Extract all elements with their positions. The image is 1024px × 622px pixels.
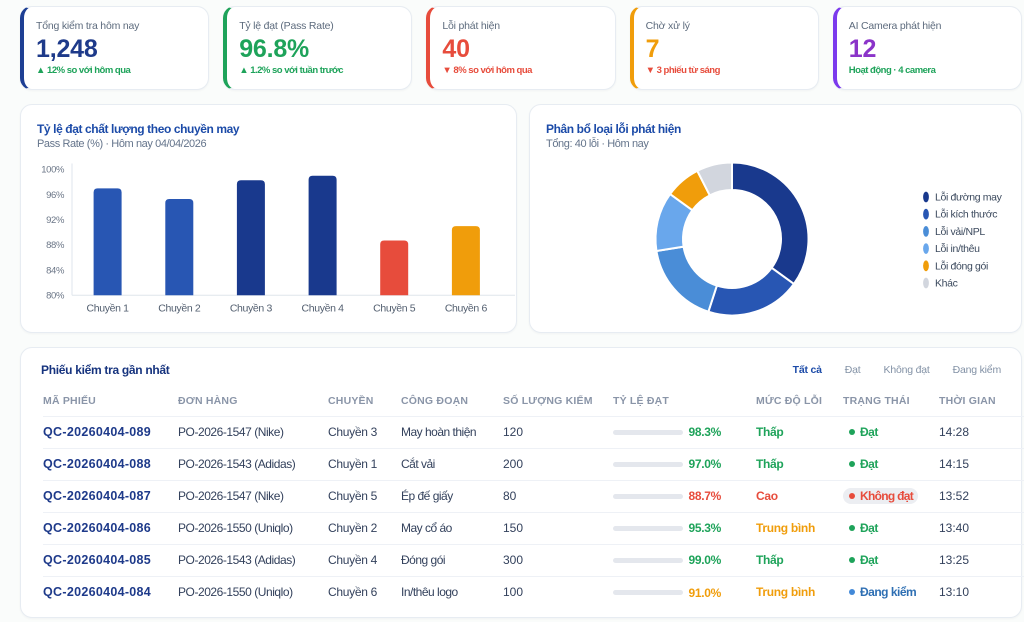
svg-text:Chuyền 5: Chuyền 5 bbox=[373, 303, 416, 315]
svg-text:Khác: Khác bbox=[935, 278, 958, 290]
svg-text:Chuyền 2: Chuyền 2 bbox=[158, 303, 201, 315]
svg-text:Chuyền 3: Chuyền 3 bbox=[230, 303, 273, 315]
svg-text:96%: 96% bbox=[46, 190, 65, 201]
svg-text:Lỗi in/thêu: Lỗi in/thêu bbox=[935, 242, 980, 255]
svg-text:88%: 88% bbox=[46, 240, 65, 251]
svg-text:Lỗi đường may: Lỗi đường may bbox=[935, 191, 1003, 204]
svg-text:84%: 84% bbox=[46, 265, 65, 276]
svg-text:100%: 100% bbox=[41, 165, 65, 176]
svg-text:Lỗi vải/NPL: Lỗi vải/NPL bbox=[935, 225, 985, 238]
svg-text:Chuyền 1: Chuyền 1 bbox=[87, 303, 130, 315]
svg-text:80%: 80% bbox=[46, 290, 65, 301]
svg-text:Lỗi kích thước: Lỗi kích thước bbox=[935, 208, 997, 221]
svg-text:Lỗi đóng gói: Lỗi đóng gói bbox=[935, 259, 988, 272]
svg-text:92%: 92% bbox=[46, 215, 65, 226]
svg-text:Chuyền 6: Chuyền 6 bbox=[445, 303, 488, 315]
svg-text:Chuyền 4: Chuyền 4 bbox=[302, 303, 345, 315]
